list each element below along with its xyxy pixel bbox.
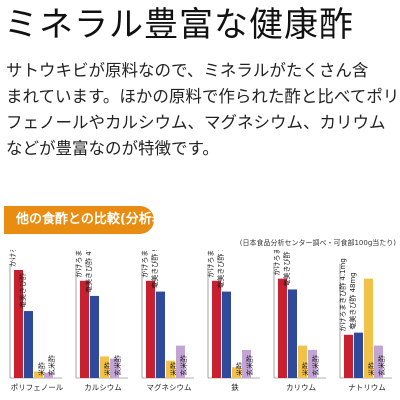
bar <box>222 291 231 378</box>
bar-label: かけろまきび酢 8.5mg <box>140 250 149 278</box>
bar-label: かけろまきび酢 0.47mg <box>206 250 215 278</box>
bar <box>298 345 307 378</box>
category-label: ポリフェノール <box>11 383 64 392</box>
source-note: (日本食品分析センター調べ・可食部100g当たり) <box>239 239 396 247</box>
bar <box>80 280 89 378</box>
bar-label: 米酢 <box>169 362 178 376</box>
comparison-chart: かけろまきび酢 403mg奄美きび酢米酢玄米酢ポリフェノールかけろまきび酢 14… <box>8 250 392 392</box>
bar <box>44 372 53 378</box>
body-text: サトウキビが原料なので、ミネラルがたくさん含 まれています。ほかの原料で作られた… <box>6 58 400 162</box>
bar <box>110 358 119 378</box>
body-line: フェノールやカルシウム、マグネシウム、カリウム <box>6 113 386 132</box>
bar <box>146 280 155 378</box>
bar-label: かけろまきび酢 120mg <box>272 250 281 276</box>
bar <box>24 311 33 378</box>
bar <box>166 360 175 378</box>
bar <box>100 356 109 378</box>
bar <box>374 345 383 378</box>
category-label: カルシウム <box>84 383 122 392</box>
bar-label: 奄美きび酢 47.5mg <box>84 250 93 293</box>
bar <box>242 349 251 378</box>
bar <box>176 345 185 378</box>
bar-label: 奄美きび酢 9.7mg <box>150 250 159 289</box>
bar <box>212 280 221 378</box>
bar <box>308 349 317 378</box>
bar-label: 奄美きび酢 <box>282 251 291 286</box>
bar-label: 米酢 <box>235 362 244 376</box>
bar-label: 玄米酢 <box>179 355 188 376</box>
comparison-badge: 他の食酢との比較(分析表) <box>4 206 171 234</box>
bar <box>364 278 373 378</box>
category-label: ナトリウム <box>348 383 386 392</box>
bar <box>14 270 23 378</box>
bar-label: かけろまきび酢 403mg <box>8 250 17 267</box>
body-line: まれています。ほかの原料で作られた酢と比べてポリ <box>6 87 400 106</box>
bar-label: 奄美きび酢 <box>18 273 27 308</box>
bar-label: 玄米酢 <box>311 355 320 376</box>
category-label: マグネシウム <box>147 382 192 392</box>
body-line: などが豊富なのが特徴です。 <box>6 139 219 158</box>
bar-label: 玄米酢 <box>377 355 386 376</box>
bar <box>90 295 99 378</box>
bar <box>34 371 43 378</box>
bar-label: かけろまきび酢 4.1mg <box>338 258 347 332</box>
bar-label: 奄美きび酢 48mg <box>348 272 357 329</box>
bar <box>278 278 287 378</box>
page-title: ミネラル豊富な健康酢 <box>4 5 354 45</box>
bar <box>156 291 165 378</box>
bar-label: 玄米酢 <box>47 355 56 376</box>
bar-label: 玄米酢 <box>245 355 254 376</box>
bar-label: 米酢 <box>367 362 376 376</box>
bar-label: 玄米酢 <box>113 355 122 376</box>
bar <box>344 334 353 378</box>
bar-label: かけろまきび酢 148mg <box>74 250 83 278</box>
body-line: サトウキビが原料なので、ミネラルがたくさん含 <box>6 61 369 80</box>
bar-label: 米酢 <box>301 362 310 376</box>
bar <box>232 367 241 378</box>
category-label: カリウム <box>286 383 316 392</box>
category-label: 鉄 <box>231 382 239 392</box>
bar-label: 米酢 <box>37 362 46 376</box>
bar-label: 米酢 <box>103 362 112 376</box>
bar <box>288 289 297 378</box>
bar <box>354 332 363 378</box>
bar-label: 奄美きび酢 1.1mg <box>216 250 225 289</box>
